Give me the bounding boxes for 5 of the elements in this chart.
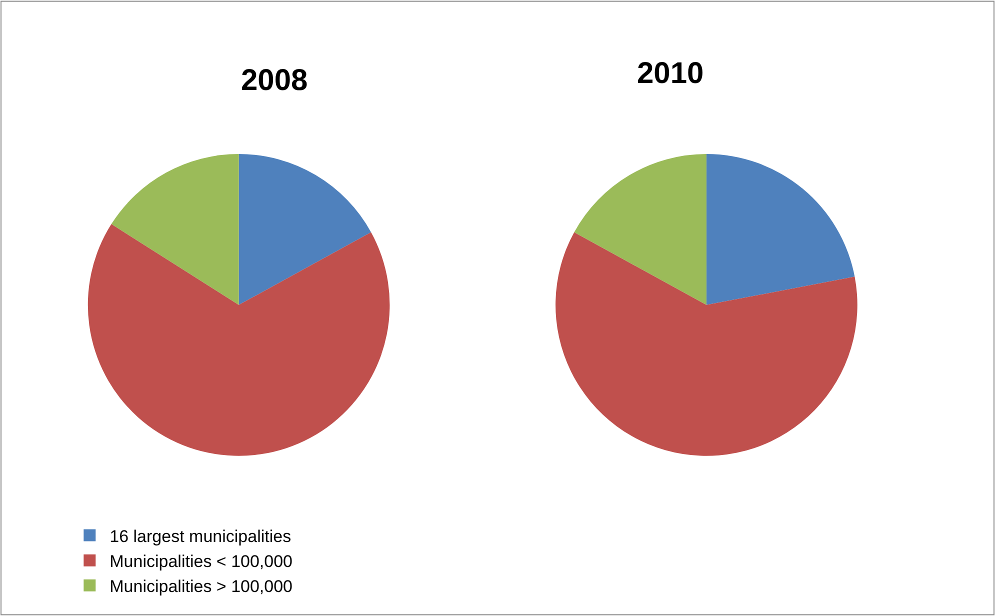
slice-label: 2008: [241, 64, 308, 97]
legend-label: Municipalities > 100,000: [110, 577, 293, 596]
legend-label: Municipalities < 100,000: [110, 552, 293, 571]
slice-label: 2010: [637, 57, 704, 90]
legend-label: 16 largest municipalities: [110, 526, 292, 546]
